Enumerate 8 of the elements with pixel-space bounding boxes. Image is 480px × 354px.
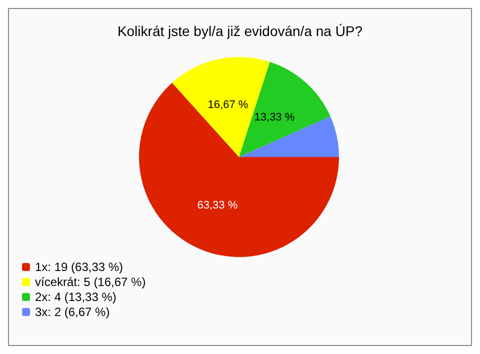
legend-label: 2x: 4 (13,33 %): [35, 290, 116, 304]
legend-label: vícekrát: 5 (16,67 %): [35, 275, 146, 289]
data-label: 16,67 %: [208, 99, 248, 112]
chart-title: Kolikrát jste byl/a již evidován/a na ÚP?: [117, 23, 363, 39]
legend-label: 1x: 19 (63,33 %): [35, 260, 124, 274]
legend-label: 3x: 2 (6,67 %): [35, 305, 110, 319]
data-label: 13,33 %: [254, 112, 295, 124]
data-label: 63,33 %: [197, 199, 238, 212]
